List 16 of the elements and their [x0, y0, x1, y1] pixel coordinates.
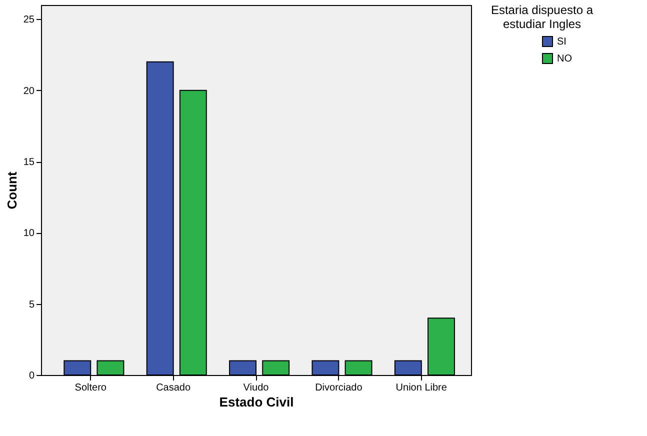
x-tick-label: Viudo: [243, 382, 270, 394]
x-tick-label: Soltero: [74, 382, 107, 394]
x-axis-title: Estado Civil: [219, 394, 294, 410]
y-tick-label: 5: [28, 299, 35, 310]
y-tick-label: 0: [28, 370, 35, 382]
legend-title: Estaria dispuesto a estudiar Ingles: [490, 3, 594, 31]
y-tick-label: 20: [23, 86, 35, 97]
x-tick-label: Divorciado: [315, 382, 363, 394]
y-tick-label: 15: [23, 157, 35, 168]
legend-label: SI: [557, 36, 566, 48]
y-axis-title: Count: [4, 171, 20, 210]
x-tick-label: Casado: [156, 382, 191, 394]
y-tick-label: 10: [23, 228, 35, 240]
x-tick-label: Union Libre: [396, 382, 448, 394]
legend-label: NO: [557, 54, 572, 64]
y-tick-label: 25: [23, 14, 35, 26]
